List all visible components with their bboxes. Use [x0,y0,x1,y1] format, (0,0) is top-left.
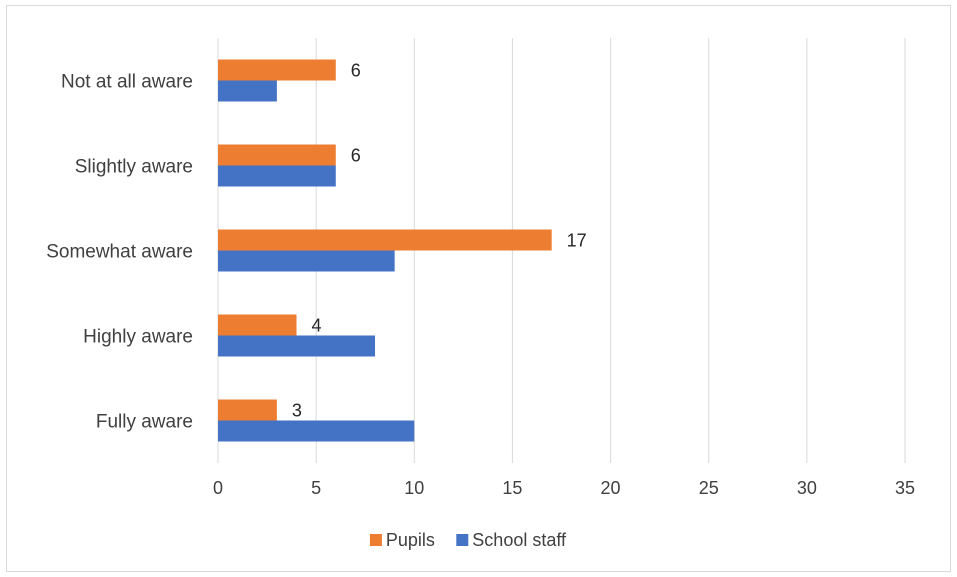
x-tick-label: 35 [895,478,915,498]
x-tick-label: 0 [213,478,223,498]
legend-swatch-school-staff [456,534,469,546]
chart-frame [6,5,951,572]
category-label-slightly-aware: Slightly aware [75,157,193,178]
bar-school-staff-somewhat-aware [218,250,395,272]
legend-label-school-staff: School staff [472,530,567,550]
bar-school-staff-fully-aware [218,420,415,442]
data-label-pupils-not-at-all-aware: 6 [351,61,361,81]
legend-label-pupils: Pupils [386,530,435,550]
category-label-not-at-all-aware: Not at all aware [61,72,193,93]
category-label-somewhat-aware: Somewhat aware [46,242,193,263]
x-tick-label: 15 [502,478,522,498]
data-label-pupils-fully-aware: 3 [292,401,302,421]
x-tick-label: 5 [311,478,321,498]
data-labels: 6 6 17 4 3 [292,61,587,421]
bar-pupils-highly-aware [218,314,297,336]
bar-school-staff-highly-aware [218,335,376,357]
data-label-pupils-highly-aware: 4 [312,316,322,336]
legend: Pupils School staff [369,530,567,550]
bars [218,59,552,442]
bar-pupils-fully-aware [218,399,277,421]
x-tick-label: 20 [601,478,621,498]
category-label-highly-aware: Highly aware [83,327,193,348]
category-label-fully-aware: Fully aware [96,412,193,433]
x-tick-label: 10 [404,478,424,498]
x-tick-label: 30 [797,478,817,498]
category-labels: Not at all aware Slightly aware Somewhat a… [46,72,193,433]
bar-pupils-slightly-aware [218,144,336,166]
bar-school-staff-slightly-aware [218,165,336,187]
bar-pupils-not-at-all-aware [218,59,336,81]
data-label-pupils-slightly-aware: 6 [351,146,361,166]
gridlines [217,38,906,463]
data-label-pupils-somewhat-aware: 17 [567,231,587,251]
bar-pupils-somewhat-aware [218,229,552,251]
x-axis-tick-labels: 0 5 10 15 20 25 30 35 [213,478,915,498]
bar-school-staff-not-at-all-aware [218,80,277,102]
x-tick-label: 25 [699,478,719,498]
legend-swatch-pupils [369,534,382,546]
